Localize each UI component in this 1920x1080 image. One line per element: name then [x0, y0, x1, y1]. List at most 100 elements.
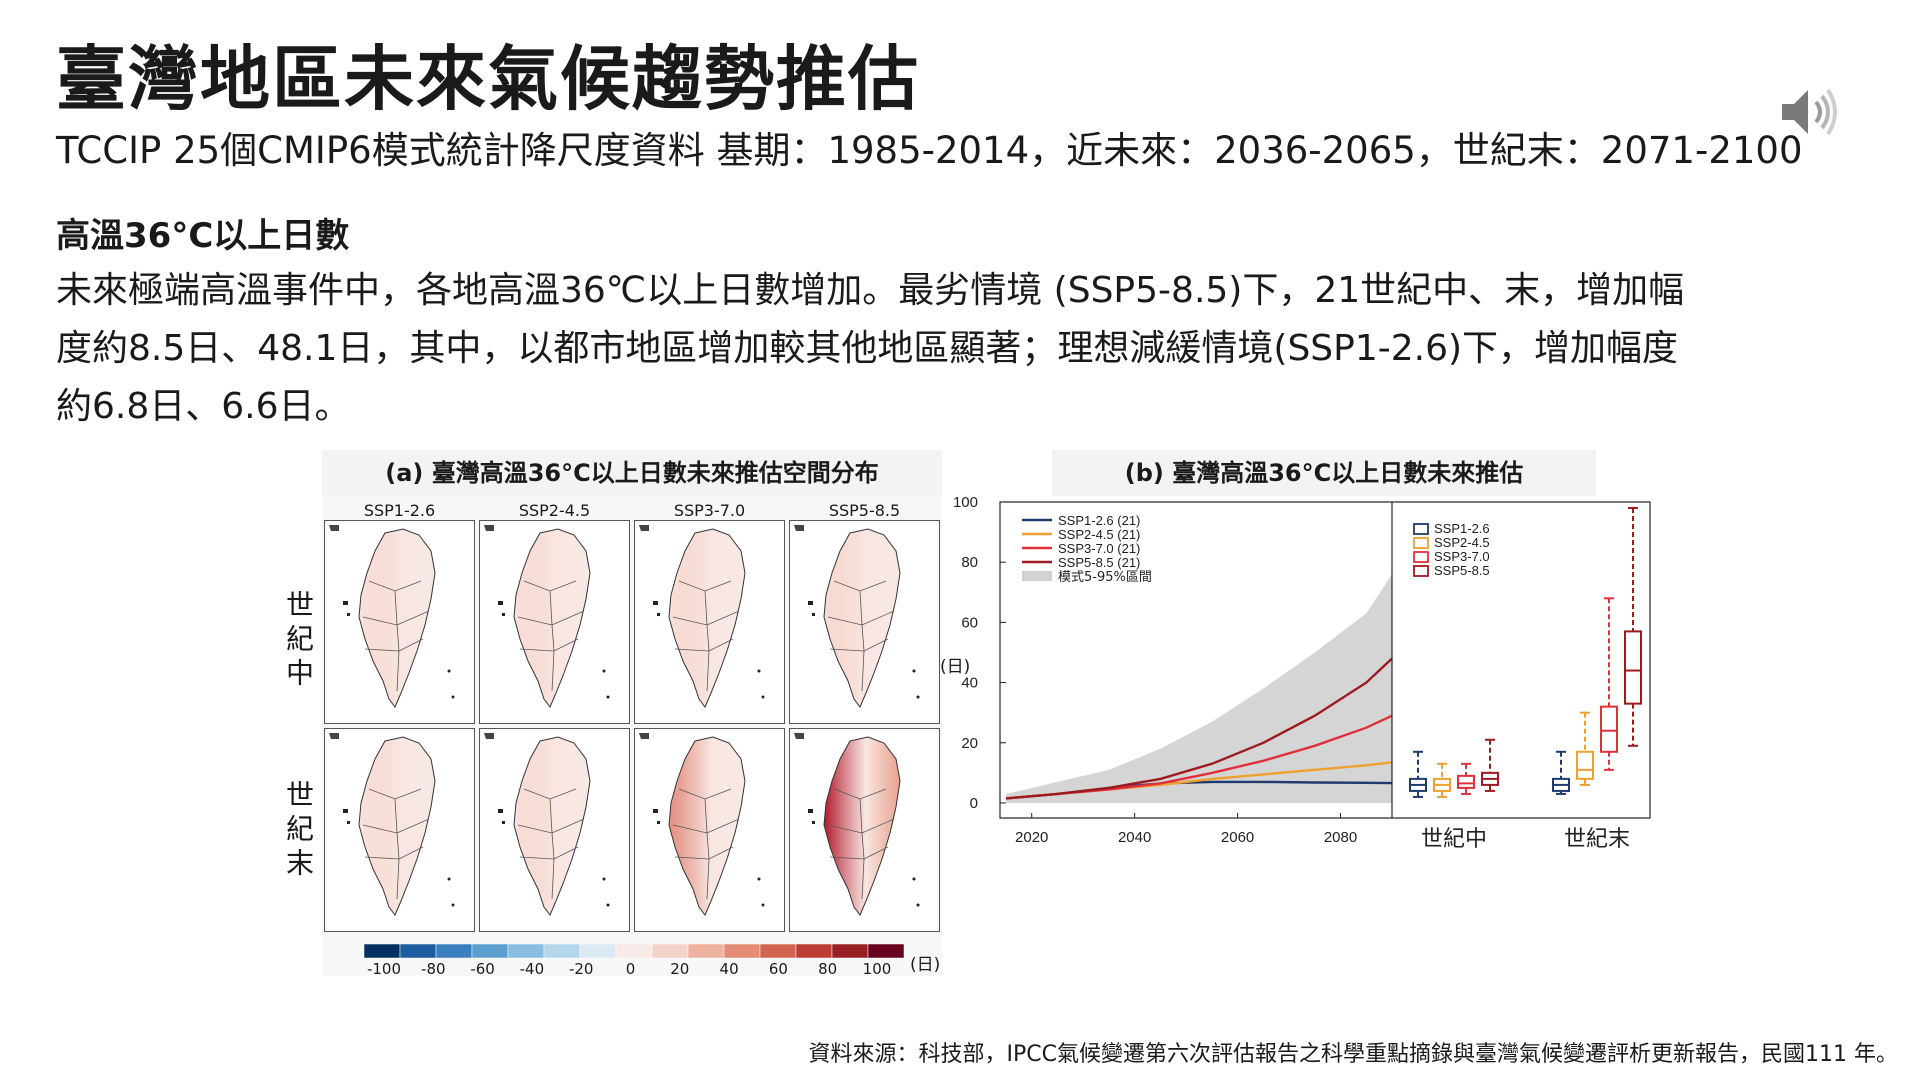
taiwan-outline	[823, 736, 901, 916]
box-body	[1624, 630, 1642, 705]
section-heading: 高溫36°C以上日數	[56, 216, 350, 256]
colorbar-segment	[759, 944, 797, 959]
colorbar-segment	[831, 944, 869, 959]
taiwan-map	[789, 728, 940, 932]
colorbar-segment	[795, 944, 833, 959]
penghu-islands	[502, 613, 505, 616]
x-tick-label: 2040	[1118, 829, 1151, 846]
period-label: 世紀中	[1421, 827, 1487, 852]
green-island	[757, 669, 761, 673]
row-label-mid-century: 世紀中	[278, 590, 318, 701]
legend-label: SSP5-8.5	[1434, 563, 1490, 578]
orchid-island	[761, 695, 765, 699]
penghu-islands	[812, 821, 815, 824]
county-boundaries	[672, 788, 740, 900]
kinmen-inset	[484, 733, 494, 739]
colorbar-tick-label: -40	[519, 960, 545, 978]
green-island	[912, 877, 916, 881]
colorbar-unit: (日)	[910, 955, 941, 975]
x-tick-label: 2020	[1015, 829, 1048, 846]
penghu-islands	[808, 809, 813, 813]
green-island	[602, 877, 606, 881]
penghu-islands	[498, 601, 503, 605]
colorbar-tick-label: 0	[625, 960, 636, 978]
map-drawing	[329, 733, 455, 916]
kinmen-inset	[639, 525, 649, 531]
orchid-island	[451, 903, 455, 907]
legend-label: SSP3-7.0	[1434, 549, 1490, 564]
orchid-island	[916, 903, 920, 907]
colorbar-segment	[435, 944, 473, 959]
taiwan-map	[324, 520, 475, 724]
panel-b-title: (b) 臺灣高溫36°C以上日數未來推估	[1052, 450, 1596, 496]
kinmen-inset	[329, 525, 339, 531]
orchid-island	[761, 903, 765, 907]
map-drawing	[639, 525, 765, 708]
county-boundaries	[362, 580, 430, 692]
colorbar-segment	[471, 944, 509, 959]
county-boundaries	[827, 580, 895, 692]
orchid-island	[916, 695, 920, 699]
colorbar-tick-label: -100	[366, 960, 402, 978]
taiwan-map	[324, 728, 475, 932]
colorbar-segment	[507, 944, 545, 959]
box-body	[1457, 774, 1475, 789]
colorbar-tick-label: 40	[719, 960, 739, 978]
row-label-text: 世紀中	[282, 590, 315, 692]
penghu-islands	[347, 613, 350, 616]
penghu-islands	[657, 821, 660, 824]
panel-a-title: (a) 臺灣高溫36°C以上日數未來推估空間分布	[322, 450, 942, 496]
colorbar-segment	[364, 944, 401, 959]
legend-swatch	[1413, 551, 1429, 563]
body-line: 度約8.5日、48.1日，其中，以都市地區增加較其他地區顯著；理想減緩情境(SS…	[56, 328, 1679, 369]
green-island	[602, 669, 606, 673]
kinmen-inset	[794, 733, 804, 739]
county-boundaries	[517, 580, 585, 692]
legend-label: SSP1-2.6 (21)	[1058, 513, 1140, 528]
legend-swatch	[1413, 537, 1429, 549]
colorbar-tick-label: 100	[862, 960, 892, 978]
taiwan-outline	[668, 528, 746, 708]
body-line: 未來極端高溫事件中，各地高溫36℃以上日數增加。最劣情境 (SSP5-8.5)下…	[56, 270, 1685, 311]
kinmen-inset	[484, 525, 494, 531]
map-drawing	[484, 733, 610, 916]
colorbar-segment	[723, 944, 761, 959]
map-drawing	[639, 733, 765, 916]
taiwan-map	[634, 520, 785, 724]
scenario-label: SSP1-2.6	[363, 501, 436, 520]
uncertainty-band	[1006, 574, 1392, 803]
penghu-islands	[812, 613, 815, 616]
penghu-islands	[343, 601, 348, 605]
map-drawing	[484, 525, 610, 708]
map-drawing	[794, 733, 920, 916]
county-boundaries	[672, 580, 740, 692]
map-drawing	[329, 525, 455, 708]
colorbar-tick-label: -60	[470, 960, 495, 978]
penghu-islands	[343, 809, 348, 813]
county-boundaries	[362, 788, 430, 900]
colorbar-segment	[867, 944, 904, 959]
plot-frame	[999, 501, 1651, 819]
series-line	[1005, 657, 1393, 800]
y-tick-label: 20	[961, 735, 978, 752]
taiwan-outline	[823, 528, 901, 708]
kinmen-inset	[329, 733, 339, 739]
speaker-icon[interactable]	[1776, 80, 1840, 144]
penghu-islands	[498, 809, 503, 813]
scenario-label: SSP3-7.0	[673, 501, 746, 520]
taiwan-outline	[513, 736, 591, 916]
colorbar-segment	[687, 944, 725, 959]
orchid-island	[451, 695, 455, 699]
legend-label: SSP2-4.5	[1434, 535, 1490, 550]
penghu-islands	[657, 613, 660, 616]
source-note: 資料來源：科技部，IPCC氣候變遷第六次評估報告之科學重點摘錄與臺灣氣候變遷評析…	[808, 1042, 1898, 1067]
green-island	[447, 877, 451, 881]
taiwan-map	[479, 728, 630, 932]
taiwan-outline	[668, 736, 746, 916]
orchid-island	[606, 695, 610, 699]
penghu-islands	[347, 821, 350, 824]
y-tick-label: 40	[961, 675, 978, 692]
y-tick-label: 0	[970, 795, 978, 812]
body-paragraph: 未來極端高溫事件中，各地高溫36℃以上日數增加。最劣情境 (SSP5-8.5)下…	[56, 262, 1856, 436]
colorbar-segment	[615, 944, 653, 959]
